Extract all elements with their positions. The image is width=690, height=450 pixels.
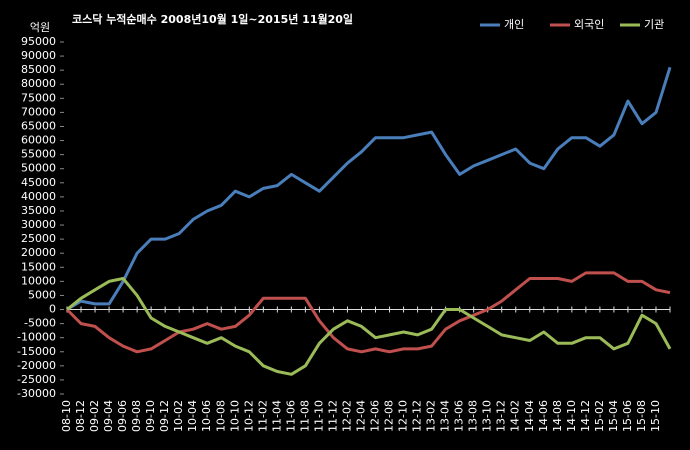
x-tick-label: 15-10: [649, 400, 662, 432]
y-tick-label: -20000: [17, 359, 56, 372]
y-tick-label: 80000: [21, 77, 56, 90]
x-tick-label: 09-04: [102, 400, 115, 432]
x-tick-label: 15-08: [635, 400, 648, 432]
y-tick-label: 45000: [21, 176, 56, 189]
y-tick-label: 90000: [21, 49, 56, 62]
legend-label: 개인: [504, 18, 524, 31]
x-tick-label: 13-06: [453, 400, 466, 432]
y-tick-label: -10000: [17, 331, 56, 344]
x-tick-label: 08-12: [74, 400, 87, 432]
x-tick-label: 11-12: [326, 400, 339, 432]
x-tick-label: 12-02: [340, 400, 353, 432]
series-line: [66, 66, 672, 311]
y-tick-label: 0: [49, 303, 56, 316]
x-tick-label: 09-02: [88, 400, 101, 432]
x-tick-label: 14-02: [509, 400, 522, 432]
x-tick-label: 12-04: [354, 400, 367, 432]
x-tick-label: 10-10: [228, 400, 241, 432]
x-tick-label: 10-12: [242, 400, 255, 432]
x-tick-label: 12-10: [397, 400, 410, 432]
y-tick-label: 15000: [21, 260, 56, 273]
x-tick-label: 13-04: [439, 400, 452, 432]
chart-title: 코스닥 누적순매수 2008년10월 1일~2015년 11월20일: [72, 12, 353, 26]
x-tick-label: 11-04: [270, 400, 283, 432]
y-tick-label: 70000: [21, 105, 56, 118]
x-tick-label: 15-06: [621, 400, 634, 432]
x-tick-label: 10-08: [214, 400, 227, 432]
y-tick-label: -15000: [17, 345, 56, 358]
legend-label: 외국인: [574, 18, 604, 31]
y-tick-label: 10000: [21, 274, 56, 287]
x-tick-label: 13-10: [481, 400, 494, 432]
x-tick-label: 10-02: [172, 400, 185, 432]
x-tick-label: 13-02: [425, 400, 438, 432]
x-tick-label: 15-04: [607, 400, 620, 432]
y-tick-label: 35000: [21, 204, 56, 217]
x-tick-label: 14-04: [523, 400, 536, 432]
y-tick-label: -5000: [24, 317, 56, 330]
y-tick-label: 50000: [21, 162, 56, 175]
x-tick-label: 14-06: [537, 400, 550, 432]
series-line: [65, 271, 671, 354]
y-tick-label: 60000: [21, 134, 56, 147]
y-tick-label: 20000: [21, 246, 56, 259]
y-tick-label: 85000: [21, 63, 56, 76]
x-tick-label: 11-08: [298, 400, 311, 432]
legend-label: 기관: [644, 18, 664, 31]
x-tick-label: 14-10: [565, 400, 578, 432]
x-tick-label: 12-08: [383, 400, 396, 432]
x-tick-label: 10-06: [200, 400, 213, 432]
x-tick-label: 11-06: [284, 400, 297, 432]
y-tick-label: 5000: [28, 288, 56, 301]
series-line: [66, 277, 672, 376]
x-tick-label: 12-06: [369, 400, 382, 432]
x-tick-label: 09-08: [130, 400, 143, 432]
y-tick-label: 30000: [21, 218, 56, 231]
y-tick-label: 65000: [21, 119, 56, 132]
x-tick-label: 13-08: [467, 400, 480, 432]
x-tick-label: 09-12: [158, 400, 171, 432]
y-tick-label: -30000: [17, 387, 56, 400]
x-tick-label: 15-02: [593, 400, 606, 432]
x-tick-label: 14-12: [579, 400, 592, 432]
y-tick-label: 95000: [21, 35, 56, 48]
x-tick-label: 13-12: [495, 400, 508, 432]
x-tick-label: 08-10: [60, 400, 73, 432]
x-tick-label: 11-10: [312, 400, 325, 432]
x-tick-label: 09-10: [144, 400, 157, 432]
x-tick-label: 11-02: [256, 400, 269, 432]
y-tick-label: 25000: [21, 232, 56, 245]
x-tick-label: 10-04: [186, 400, 199, 432]
x-tick-label: 09-06: [116, 400, 129, 432]
y-tick-label: 55000: [21, 148, 56, 161]
y-unit: 억원: [30, 21, 50, 34]
x-tick-label: 12-12: [411, 400, 424, 432]
y-tick-label: 40000: [21, 190, 56, 203]
y-tick-label: -25000: [17, 373, 56, 386]
x-tick-label: 14-08: [551, 400, 564, 432]
y-tick-label: 75000: [21, 91, 56, 104]
